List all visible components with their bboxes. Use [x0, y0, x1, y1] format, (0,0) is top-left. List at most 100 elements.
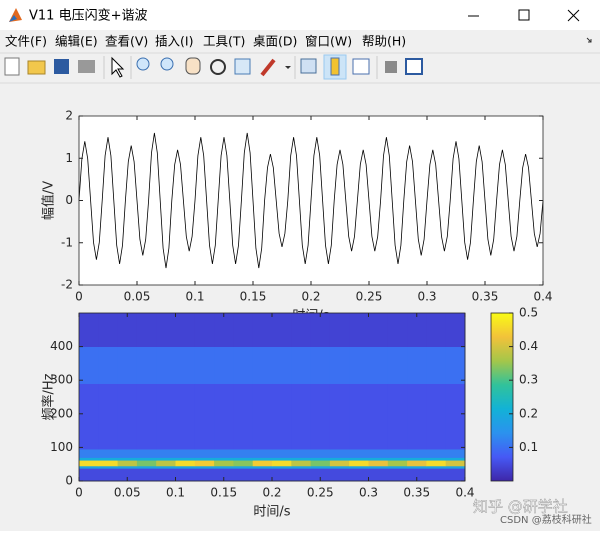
- heat-cell: [368, 457, 389, 461]
- tool-rotate[interactable]: [210, 59, 226, 75]
- heat-cell: [175, 449, 196, 458]
- heat-cell: [79, 449, 99, 458]
- heat-cell: [214, 346, 234, 384]
- heat-cell: [445, 465, 466, 469]
- tool-brush[interactable]: [260, 58, 276, 77]
- heat-cell: [445, 383, 466, 450]
- heat-cell: [233, 465, 254, 469]
- x-axis-label: 时间/s: [253, 505, 290, 520]
- tool-pointer[interactable]: [111, 56, 125, 78]
- watermark: 知乎 @研学社: [473, 498, 568, 516]
- heat-cell: [175, 468, 196, 482]
- heat-cell: [368, 346, 389, 384]
- tool-pan[interactable]: [185, 57, 201, 75]
- x-tick-label: 0: [75, 290, 83, 304]
- heat-cell: [252, 346, 273, 384]
- heat-cell: [175, 383, 196, 450]
- heat-cell: [136, 313, 157, 347]
- tool-colorbar[interactable]: [330, 57, 340, 76]
- y-tick-label: -1: [61, 235, 73, 249]
- heat-cell: [79, 346, 99, 384]
- heat-cell: [407, 449, 427, 458]
- tool-hide[interactable]: [385, 61, 397, 73]
- tool-datatip[interactable]: [234, 58, 251, 75]
- close-button[interactable]: [567, 9, 580, 22]
- heat-cell: [79, 313, 99, 347]
- heat-cell: [156, 313, 176, 347]
- tool-open[interactable]: [27, 60, 46, 75]
- heat-cell: [291, 449, 311, 458]
- heat-cell: [194, 465, 215, 469]
- heat-cell: [98, 313, 118, 347]
- heat-cell: [291, 346, 311, 384]
- heat-cell: [252, 465, 273, 469]
- heat-cell: [272, 383, 292, 450]
- heat-cell: [156, 383, 176, 450]
- y-tick-label: -2: [61, 278, 73, 292]
- x-tick-label: 0.35: [403, 486, 430, 500]
- heat-cell: [426, 460, 447, 467]
- tool-zoom-out[interactable]: [160, 57, 174, 71]
- tool-link[interactable]: [300, 58, 317, 74]
- heat-cell: [426, 346, 447, 384]
- toolbar: [4, 54, 423, 80]
- heat-cell: [349, 457, 369, 461]
- heat-cell: [136, 460, 157, 467]
- x-tick-label: 0.05: [114, 486, 141, 500]
- heat-cell: [387, 460, 408, 467]
- heat-cell: [233, 460, 254, 467]
- heat-cell: [445, 468, 466, 482]
- y-tick-label: 0: [65, 193, 73, 207]
- heat-cell: [272, 449, 292, 458]
- colorbar-tick-label: 0.4: [519, 339, 538, 353]
- heat-cell: [214, 449, 234, 458]
- heat-cell: [349, 346, 369, 384]
- heat-cell: [426, 468, 447, 482]
- heat-cell: [329, 346, 350, 384]
- maximize-button[interactable]: [518, 9, 530, 21]
- heat-cell: [175, 465, 196, 469]
- heat-cell: [329, 449, 350, 458]
- heat-cell: [252, 449, 273, 458]
- menu-item[interactable]: 文件(F): [5, 34, 47, 49]
- tool-brush-menu[interactable]: [285, 66, 291, 69]
- heat-cell: [368, 468, 389, 482]
- menu-bar: 文件(F) 编辑(E) 查看(V) 插入(I) 工具(T) 桌面(D) 窗口(W) 帮助(H): [5, 34, 406, 49]
- heat-cell: [272, 465, 292, 469]
- menu-item[interactable]: 查看(V): [105, 34, 148, 49]
- tool-show[interactable]: [405, 58, 423, 75]
- x-tick-label: 0.4: [455, 486, 474, 500]
- menu-item[interactable]: 插入(I): [155, 34, 193, 49]
- y-tick-label: 300: [50, 373, 73, 387]
- menu-item[interactable]: 桌面(D): [253, 34, 297, 49]
- heat-cell: [426, 465, 447, 469]
- heat-cell: [136, 465, 157, 469]
- heat-cell: [387, 449, 408, 458]
- menu-item[interactable]: 帮助(H): [362, 34, 406, 49]
- tool-zoom-in[interactable]: [136, 57, 150, 71]
- heat-cell: [349, 468, 369, 482]
- x-tick-label: 0.35: [472, 290, 499, 304]
- dock-arrow[interactable]: [586, 37, 592, 43]
- heat-cell: [194, 449, 215, 458]
- heat-cell: [310, 449, 331, 458]
- tool-save[interactable]: [54, 59, 69, 74]
- heat-cell: [426, 313, 447, 347]
- x-tick-label: 0.05: [124, 290, 151, 304]
- heat-cell: [156, 460, 176, 467]
- heat-cell: [387, 383, 408, 450]
- heat-cell: [214, 465, 234, 469]
- heat-cell: [175, 313, 196, 347]
- colorbar-tick-label: 0.2: [519, 406, 538, 420]
- tool-print[interactable]: [78, 60, 95, 73]
- heat-cell: [117, 346, 138, 384]
- heat-cell: [194, 383, 215, 450]
- x-tick-label: 0.3: [417, 290, 436, 304]
- y-tick-label: 1: [65, 151, 73, 165]
- menu-item[interactable]: 工具(T): [203, 34, 245, 49]
- y-tick-label: 0: [65, 474, 73, 488]
- menu-item[interactable]: 窗口(W): [305, 34, 352, 49]
- tool-legend[interactable]: [352, 58, 370, 75]
- tool-new[interactable]: [4, 57, 20, 76]
- menu-item[interactable]: 编辑(E): [55, 34, 98, 49]
